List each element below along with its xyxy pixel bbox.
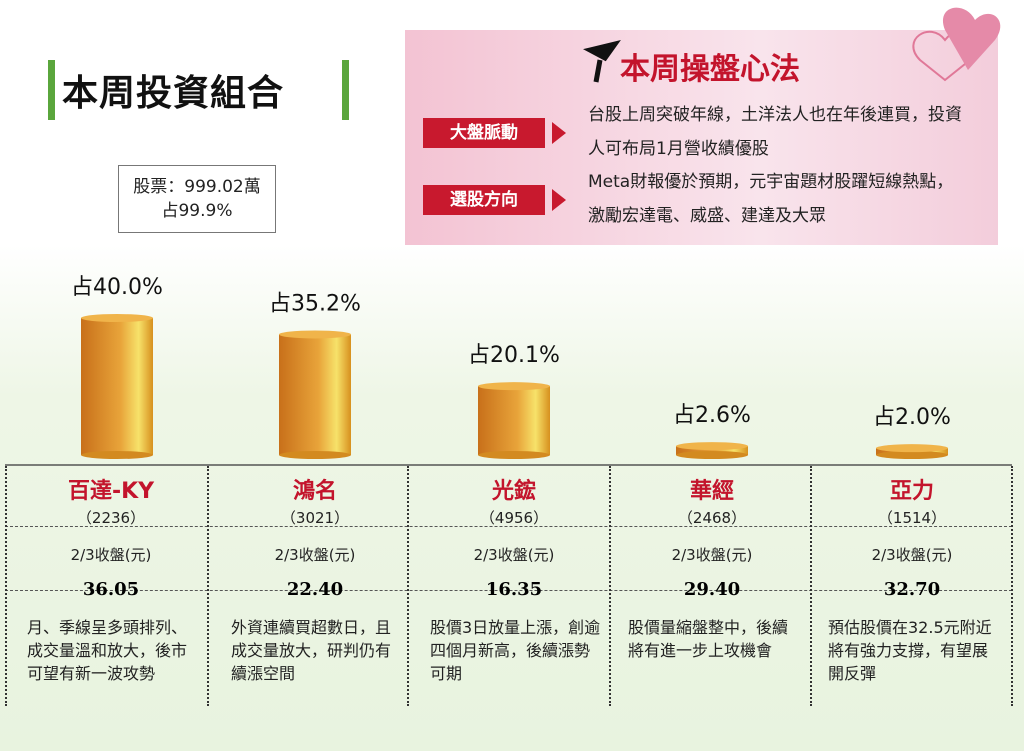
separator bbox=[207, 466, 209, 706]
note: 預估股價在32.5元附近將有強力支撐，有望展開反彈 bbox=[828, 618, 992, 683]
tag: 大盤脈動 bbox=[423, 118, 545, 148]
separator bbox=[810, 466, 812, 706]
strategy-text: Meta財報優於預期，元宇宙題材股躍短線熱點，激勵宏達電、威盛、建達及大眾 bbox=[588, 172, 954, 226]
note: 股價3日放量上漲，創逾四個月新高，後續漲勢可期 bbox=[430, 618, 601, 683]
price: 32.70 bbox=[883, 579, 941, 600]
summary-line: 占99.9% bbox=[161, 201, 233, 221]
cylinder bbox=[81, 318, 153, 455]
stock-name: 鴻名 bbox=[292, 479, 337, 504]
stock-column: 光鋐 （4956） 2/3收盤(元) 16.35 股價3日放量上漲，創逾四個月新高，後續… bbox=[414, 465, 614, 685]
stock-name: 華經 bbox=[689, 479, 734, 504]
arrow bbox=[552, 189, 566, 211]
price-label: 2/3收盤(元) bbox=[473, 546, 555, 564]
cylinder bbox=[279, 334, 351, 455]
stock-code: （1514） bbox=[877, 509, 947, 527]
strategy-text: 台股上周突破年線，土洋法人也在年後連買，投資人可布局1月營收績優股 bbox=[588, 105, 962, 159]
cylinder bbox=[676, 446, 748, 455]
chart-background bbox=[0, 245, 1024, 751]
price: 29.40 bbox=[683, 579, 741, 600]
separator bbox=[407, 466, 409, 706]
note: 月、季線呈多頭排列、成交量溫和放大，後市可望有新一波攻勢 bbox=[27, 618, 188, 683]
note: 外資連續買超數日，且成交量放大，研判仍有續漲空間 bbox=[231, 618, 392, 683]
arrow bbox=[552, 122, 566, 144]
icon bbox=[583, 40, 621, 83]
price: 36.05 bbox=[82, 579, 140, 600]
cylinder-top bbox=[676, 442, 748, 451]
stock-name: 光鋐 bbox=[491, 479, 536, 504]
cylinder-top bbox=[81, 314, 153, 322]
stock-column: 百達-KY （2236） 2/3收盤(元) 36.05 月、季線呈多頭排列、成交量溫和放… bbox=[11, 465, 211, 685]
note: 股價量縮盤整中，後續將有進一步上攻機會 bbox=[628, 618, 789, 660]
cylinder-bottom bbox=[478, 451, 550, 459]
title: 本周投資組合 bbox=[62, 73, 285, 114]
price-label: 2/3收盤(元) bbox=[274, 546, 356, 564]
value-label: 占40.0% bbox=[71, 275, 163, 300]
heart bbox=[942, 7, 1001, 70]
cylinder-bottom bbox=[876, 451, 948, 459]
cylinder-bottom bbox=[81, 451, 153, 459]
stock-code: （2468） bbox=[677, 509, 747, 527]
stock-column: 亞力 （1514） 2/3收盤(元) 32.70 預估股價在32.5元附近將有強力支撐，… bbox=[812, 465, 1012, 685]
tag: 選股方向 bbox=[423, 185, 545, 215]
divider bbox=[5, 526, 1012, 527]
separator bbox=[1011, 466, 1013, 706]
title-bar bbox=[342, 60, 349, 120]
stock-column: 鴻名 （3021） 2/3收盤(元) 22.40 外資連續買超數日，且成交量放大，研判仍… bbox=[215, 465, 415, 685]
strategy-title: 本周操盤心法 bbox=[620, 52, 800, 87]
separator bbox=[609, 466, 611, 706]
price: 16.35 bbox=[485, 579, 543, 600]
summary-box: 股票：999.02萬 占99.9% bbox=[118, 165, 276, 233]
price-label: 2/3收盤(元) bbox=[671, 546, 753, 564]
stock-code: （4956） bbox=[479, 509, 549, 527]
cylinder bbox=[478, 386, 550, 455]
stock-name: 百達-KY bbox=[67, 479, 155, 504]
separator bbox=[5, 466, 7, 706]
stock-code: （2236） bbox=[76, 509, 146, 527]
summary-line: 股票：999.02萬 bbox=[133, 177, 261, 197]
divider bbox=[5, 590, 1012, 591]
value-label: 占35.2% bbox=[269, 291, 361, 316]
price: 22.40 bbox=[286, 579, 344, 600]
bars: 占40.0% 占35.2% 占20.1% 占2.6% 占2.0% bbox=[71, 275, 951, 459]
title-bar bbox=[48, 60, 55, 120]
stock-code: （3021） bbox=[280, 509, 350, 527]
cylinder-bottom bbox=[279, 451, 351, 459]
value-label: 占20.1% bbox=[468, 343, 560, 368]
price-label: 2/3收盤(元) bbox=[871, 546, 953, 564]
cylinder-top bbox=[478, 382, 550, 391]
cylinder-top bbox=[279, 330, 351, 339]
value-label: 占2.0% bbox=[873, 405, 951, 430]
stock-name: 亞力 bbox=[889, 479, 934, 504]
value-label: 占2.6% bbox=[673, 403, 751, 428]
stock-column: 華經 （2468） 2/3收盤(元) 29.40 股價量縮盤整中，後續將有進一步上攻機會 bbox=[612, 465, 812, 662]
price-label: 2/3收盤(元) bbox=[70, 546, 152, 564]
cylinder-bottom bbox=[676, 451, 748, 459]
cylinder-top bbox=[876, 444, 948, 453]
